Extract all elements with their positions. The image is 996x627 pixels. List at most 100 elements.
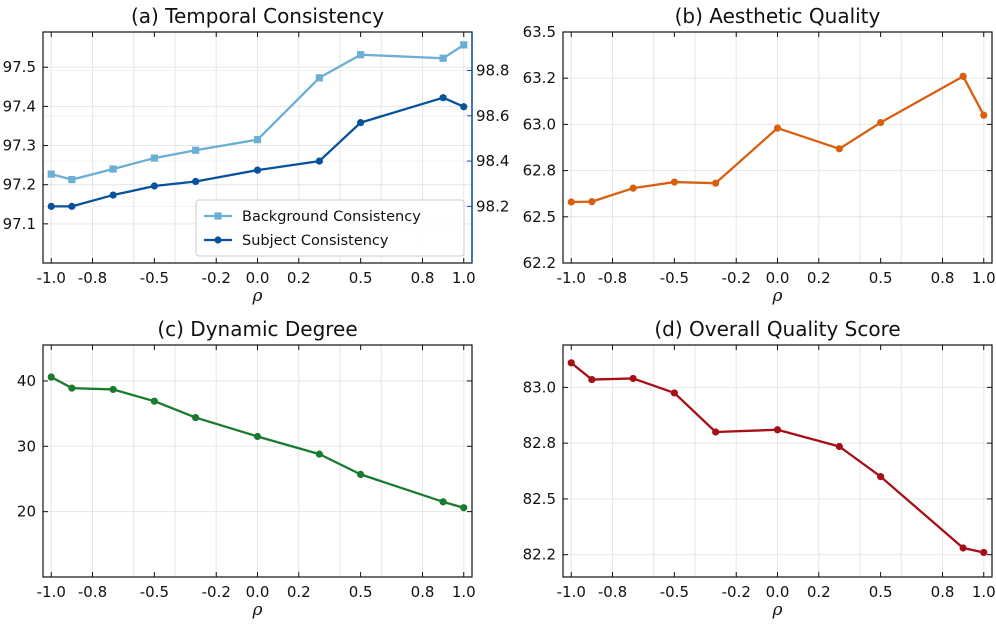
data-point bbox=[980, 111, 988, 119]
x-tick-label: 1.0 bbox=[452, 583, 476, 601]
x-tick-label: 0.2 bbox=[287, 269, 311, 287]
data-point bbox=[253, 136, 262, 144]
data-point bbox=[192, 146, 200, 154]
x-tick-label: -0.2 bbox=[722, 583, 751, 601]
series-line bbox=[51, 96, 465, 208]
x-axis: -1.0 -0.8 -0.5 -0.2 0.0 0.2 0.5 0.8 1.0 ρ bbox=[37, 345, 476, 620]
data-point bbox=[68, 176, 76, 184]
chart-title: (b) Aesthetic Quality bbox=[675, 4, 881, 28]
y-tick-label-right: 98.2 bbox=[476, 197, 509, 215]
x-tick-label: -0.5 bbox=[660, 583, 689, 601]
data-point bbox=[253, 432, 262, 441]
x-tick-label: -0.5 bbox=[660, 269, 689, 287]
data-point bbox=[439, 498, 447, 506]
legend-marker bbox=[214, 212, 222, 220]
y-axis-left: 20 30 40 bbox=[17, 372, 472, 521]
y-tick-label: 62.2 bbox=[523, 254, 556, 272]
data-point bbox=[357, 470, 365, 478]
x-tick-label: 0.5 bbox=[869, 269, 893, 287]
x-tick-label: 0.2 bbox=[287, 583, 311, 601]
y-tick-label: 82.5 bbox=[523, 490, 556, 508]
y-tick-label: 83.0 bbox=[523, 378, 556, 396]
chart-title: (c) Dynamic Degree bbox=[157, 317, 357, 341]
y-tick-label: 82.8 bbox=[523, 434, 556, 452]
data-point bbox=[109, 385, 117, 394]
legend: Background Consistency Subject Consistenc… bbox=[195, 199, 465, 257]
x-tick-label: -1.0 bbox=[557, 583, 586, 601]
legend-marker bbox=[214, 236, 222, 244]
x-tick-label: -0.2 bbox=[202, 583, 231, 601]
y-tick-label: 97.2 bbox=[3, 176, 36, 194]
x-tick-label: -0.8 bbox=[598, 269, 627, 287]
data-point bbox=[192, 177, 200, 186]
data-point bbox=[629, 374, 637, 383]
legend-label: Background Consistency bbox=[242, 209, 421, 225]
x-axis: -1.0 -0.8 -0.5 -0.2 0.0 0.2 0.5 0.8 1.0 ρ bbox=[37, 32, 476, 306]
data-point bbox=[460, 504, 468, 512]
series-overall-quality-score bbox=[567, 359, 988, 557]
data-point bbox=[439, 94, 447, 102]
series-aesthetic-quality bbox=[567, 72, 988, 206]
legend-label: Subject Consistency bbox=[242, 233, 389, 249]
x-tick-label: 1.0 bbox=[452, 269, 476, 287]
x-tick-label: -0.8 bbox=[598, 583, 627, 601]
data-point bbox=[47, 202, 55, 210]
x-tick-label: -0.5 bbox=[140, 269, 169, 287]
data-point bbox=[773, 124, 782, 132]
chart-d: -1.0 -0.8 -0.5 -0.2 0.0 0.2 0.5 0.8 1.0 ρ 82.2 82.5… bbox=[523, 317, 996, 620]
data-point bbox=[192, 413, 200, 422]
y-tick-label-right: 98.8 bbox=[476, 62, 509, 80]
chart-title: (a) Temporal Consistency bbox=[131, 4, 384, 28]
data-point bbox=[315, 157, 323, 165]
data-point bbox=[253, 166, 262, 174]
data-point bbox=[588, 375, 596, 384]
x-tick-label: 0.5 bbox=[349, 583, 373, 601]
series-line bbox=[570, 361, 984, 554]
x-tick-label: 0.2 bbox=[807, 269, 831, 287]
data-point bbox=[109, 165, 117, 173]
y-tick-label-right: 98.4 bbox=[476, 152, 509, 170]
data-point bbox=[315, 450, 323, 458]
y-tick-label: 97.1 bbox=[3, 215, 36, 233]
data-point bbox=[877, 118, 885, 127]
data-point bbox=[109, 191, 117, 199]
x-tick-label: -0.2 bbox=[202, 269, 231, 287]
data-point bbox=[68, 202, 76, 210]
series-line bbox=[571, 75, 985, 204]
grid bbox=[43, 345, 472, 577]
y-tick-label: 20 bbox=[17, 503, 36, 521]
y-axis-left: 62.2 62.5 62.8 63.0 63.2 63.5 bbox=[523, 23, 992, 272]
x-tick-label: -0.8 bbox=[78, 269, 107, 287]
x-tick-label: 1.0 bbox=[972, 269, 996, 287]
x-tick-label: 1.0 bbox=[972, 583, 996, 601]
x-tick-label: -0.2 bbox=[722, 269, 751, 287]
y-tick-label: 62.5 bbox=[523, 208, 556, 226]
y-tick-label: 30 bbox=[17, 437, 36, 455]
y-axis-left: 97.1 97.2 97.3 97.4 97.5 bbox=[3, 58, 48, 233]
data-point bbox=[460, 41, 468, 49]
y-tick-label: 97.4 bbox=[3, 97, 36, 115]
data-point bbox=[357, 51, 365, 59]
y-axis-left: 82.2 82.5 82.8 83.0 bbox=[523, 378, 992, 564]
x-tick-label: 0.8 bbox=[411, 583, 435, 601]
x-axis-label: ρ bbox=[772, 286, 783, 306]
data-point bbox=[150, 182, 158, 190]
x-tick-label: -1.0 bbox=[37, 269, 66, 287]
chart-a: -1.0 -0.8 -0.5 -0.2 0.0 0.2 0.5 0.8 1.0 ρ 97.1 97.2… bbox=[3, 4, 510, 306]
x-tick-label: 0.8 bbox=[931, 269, 955, 287]
x-axis-label: ρ bbox=[252, 600, 263, 620]
x-tick-label: 0.8 bbox=[931, 583, 955, 601]
chart-b: -1.0 -0.8 -0.5 -0.2 0.0 0.2 0.5 0.8 1.0 ρ 62.2 62.5… bbox=[523, 4, 996, 306]
y-tick-label: 97.5 bbox=[3, 58, 36, 76]
y-tick-label: 63.5 bbox=[523, 23, 556, 41]
series-background-consistency bbox=[47, 41, 468, 184]
series-line bbox=[50, 43, 465, 181]
data-point bbox=[835, 145, 843, 153]
y-tick-label: 40 bbox=[17, 372, 36, 390]
x-tick-label: 0.2 bbox=[807, 583, 831, 601]
x-tick-label: 0.0 bbox=[766, 269, 790, 287]
data-point bbox=[567, 198, 575, 206]
legend-box bbox=[195, 199, 465, 257]
grid bbox=[563, 345, 992, 577]
